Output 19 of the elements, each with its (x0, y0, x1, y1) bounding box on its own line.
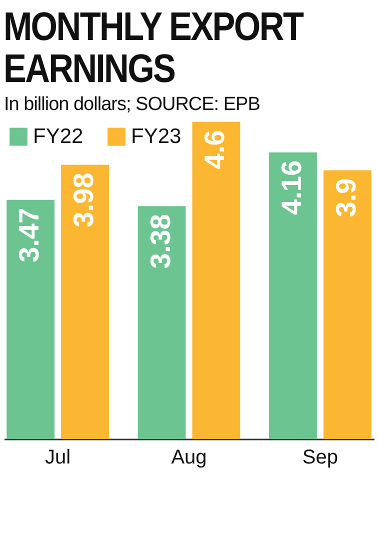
data-label: 4.16 (276, 160, 307, 215)
data-label: 3.47 (14, 208, 45, 262)
bar (61, 164, 109, 439)
bar (269, 152, 317, 439)
chart-title: MONTHLY EXPORT EARNINGS (2, 4, 304, 91)
bar (192, 122, 240, 439)
x-tick-label: Aug (171, 446, 207, 468)
legend-label: FY22 (33, 124, 84, 148)
data-label: 4.6 (199, 130, 230, 169)
bar (323, 170, 372, 439)
bar (6, 200, 55, 439)
data-label: 3.38 (144, 214, 176, 269)
chart-subtitle: In billion dollars; SOURCE: EPB (3, 93, 261, 116)
data-label: 3.98 (68, 172, 100, 228)
data-label: 3.9 (330, 178, 362, 218)
x-tick-label: Jul (45, 446, 71, 468)
bar (138, 206, 186, 439)
x-tick-label: Sep (302, 446, 338, 468)
legend-label: FY23 (131, 124, 182, 148)
